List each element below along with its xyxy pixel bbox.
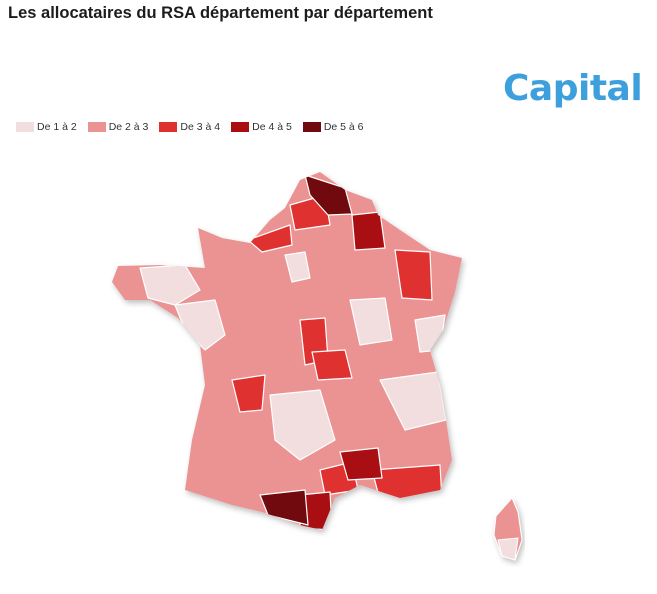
dept-rhone-alpes[interactable] — [379, 371, 447, 431]
legend-label-2: De 2 à 3 — [108, 121, 149, 133]
legend-swatch-1 — [16, 122, 34, 132]
legend-label-4: De 4 à 5 — [252, 121, 292, 133]
legend-item-2[interactable]: De 2 à 3 — [87, 121, 149, 133]
legend-label-5: De 5 à 6 — [323, 121, 364, 133]
legend-swatch-4 — [231, 122, 250, 132]
dept-allier[interactable] — [311, 349, 353, 381]
legend-label-1: De 1 à 2 — [37, 121, 77, 133]
legend-swatch-5 — [302, 122, 321, 132]
capital-logo: Capital — [503, 68, 643, 109]
legend-swatch-2 — [87, 122, 106, 132]
dept-bouches-du-rhone[interactable] — [371, 464, 443, 501]
dept-nord[interactable] — [304, 174, 353, 216]
dept-haute-savoie[interactable] — [414, 314, 446, 353]
dept-gard[interactable] — [339, 447, 383, 481]
dept-auvergne[interactable] — [269, 389, 336, 461]
legend-swatch-3 — [159, 122, 178, 132]
legend-item-1[interactable]: De 1 à 2 — [16, 121, 77, 133]
legend: De 1 à 2 De 2 à 3 De 3 à 4 De 4 à 5 De 5… — [16, 121, 364, 133]
dept-calvados[interactable] — [247, 224, 293, 253]
legend-item-4[interactable]: De 4 à 5 — [231, 121, 292, 133]
dept-meurthe-moselle[interactable] — [394, 249, 433, 301]
dept-ile-de-france[interactable] — [284, 251, 311, 283]
dept-aude[interactable] — [259, 489, 309, 526]
legend-item-3[interactable]: De 3 à 4 — [159, 121, 220, 133]
corse-sud[interactable] — [497, 537, 519, 561]
dept-bourgogne[interactable] — [349, 297, 393, 346]
legend-item-5[interactable]: De 5 à 6 — [302, 121, 364, 133]
france-outline — [112, 172, 462, 530]
dept-charente[interactable] — [231, 374, 266, 413]
legend-label-3: De 3 à 4 — [180, 121, 221, 133]
page-title: Les allocataires du RSA département par … — [8, 4, 433, 22]
dept-aisne[interactable] — [351, 211, 386, 251]
